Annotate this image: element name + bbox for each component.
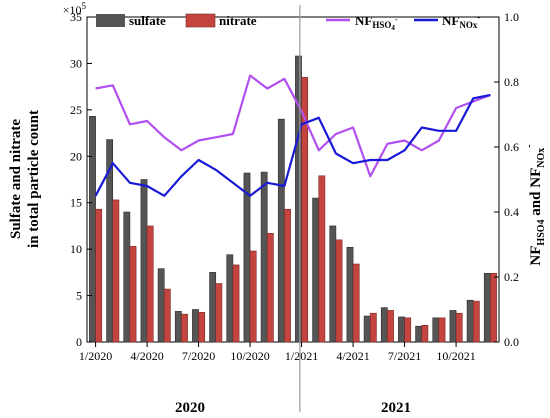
bar-nitrate: [198, 311, 206, 343]
line-nf-nox: [94, 93, 491, 197]
bar-nitrate: [490, 272, 497, 343]
year-labels: 2020 2021: [175, 400, 411, 416]
bar-sulfate: [312, 197, 320, 343]
left-tick-label: 30: [70, 56, 82, 70]
bar-sulfate: [243, 172, 251, 343]
bar-sulfate: [260, 171, 268, 343]
bar-nitrate: [387, 310, 394, 343]
bar-nitrate: [181, 313, 188, 343]
bar-sulfate: [398, 316, 405, 343]
x-tick-label: 7/2020: [182, 349, 215, 363]
left-tick-label: 10: [70, 242, 82, 256]
right-tick-label: 0.8: [504, 75, 519, 89]
bar-sulfate: [380, 307, 388, 343]
bar-nitrate: [352, 263, 360, 343]
bar-nitrate: [129, 246, 137, 343]
x-tick-label: 10/2020: [230, 349, 269, 363]
left-tick-label: 0: [76, 335, 82, 349]
legend-label-sulfate: sulfate: [129, 13, 166, 28]
right-tick-label: 1.0: [504, 10, 519, 24]
bar-sulfate: [449, 310, 457, 343]
right-tick-label: 0.2: [504, 270, 519, 284]
legend-label-nf-nox: NFNOx-: [442, 13, 480, 30]
bar-sulfate: [483, 272, 491, 343]
bar-sulfate: [174, 311, 182, 343]
bar-nitrate: [112, 199, 120, 343]
left-axis-title: Sulfate and nitrate: [8, 119, 24, 239]
right-axis-ticks: 0.0 0.2 0.4 0.6 0.8 1.0: [494, 10, 519, 349]
bar-sulfate: [157, 268, 165, 343]
legend: sulfate nitrate NFHSO4- NFNOx-: [96, 13, 480, 32]
x-tick-label: 4/2020: [130, 349, 163, 363]
bar-nitrate: [335, 239, 343, 343]
left-axis-title-line2: in total particle count: [26, 110, 42, 248]
bar-nitrate: [301, 77, 309, 343]
bar-sulfate: [226, 254, 234, 343]
x-tick-label: 1/2020: [79, 349, 112, 363]
left-tick-label: 5: [76, 289, 82, 303]
bar-nitrate: [266, 233, 274, 343]
bar-nitrate: [472, 300, 480, 343]
year-label: 2021: [381, 400, 411, 416]
bar-nitrate: [146, 225, 154, 343]
bar-nitrate: [232, 264, 240, 343]
bar-nitrate: [369, 312, 377, 343]
bar-sulfate: [466, 299, 474, 343]
bar-sulfate: [277, 118, 285, 343]
right-tick-label: 0.4: [504, 205, 519, 219]
bar-nitrate: [438, 317, 446, 343]
bar-nitrate: [249, 250, 257, 343]
x-axis-ticks: 1/2020 4/2020 7/2020 10/2020 1/2021 4/2021 7/2…: [79, 342, 476, 363]
plot-frame: [86, 16, 500, 343]
line-nf-hso4: [95, 74, 491, 178]
bar-sulfate: [346, 246, 354, 343]
left-tick-label: 35: [70, 10, 82, 24]
left-axis-ticks: 0 5 10 15 20 25 30 35: [70, 10, 92, 349]
bar-nitrate: [421, 324, 429, 343]
lines-layer: [94, 74, 491, 197]
bar-nitrate: [455, 312, 463, 343]
x-tick-label: 7/2021: [388, 349, 421, 363]
legend-label-nitrate: nitrate: [219, 13, 257, 28]
bar-nitrate: [95, 208, 103, 343]
bar-nitrate: [318, 175, 326, 343]
x-tick-label: 1/2021: [285, 349, 318, 363]
left-tick-label: 20: [70, 149, 82, 163]
right-axis-title: NFHSO4 and NFNOx-: [524, 144, 547, 265]
bar-nitrate: [163, 288, 171, 343]
bar-sulfate: [415, 325, 423, 343]
left-tick-label: 25: [70, 103, 82, 117]
left-axis-exponent: ×105: [63, 1, 87, 17]
bar-sulfate: [209, 272, 217, 343]
bar-sulfate: [363, 315, 371, 343]
left-tick-label: 15: [70, 196, 82, 210]
x-tick-label: 10/2021: [436, 349, 475, 363]
bar-nitrate: [404, 317, 412, 343]
bars-layer: [89, 55, 497, 343]
x-tick-label: 4/2021: [336, 349, 369, 363]
legend-swatch-sulfate: [96, 14, 125, 27]
bar-sulfate: [123, 211, 131, 343]
bar-sulfate: [140, 179, 148, 343]
right-tick-label: 0.0: [504, 335, 519, 349]
legend-label-nf-hso4: NFHSO4-: [355, 13, 398, 32]
legend-swatch-nitrate: [185, 13, 216, 28]
year-label: 2020: [175, 400, 205, 416]
bar-nitrate: [215, 283, 223, 343]
bar-nitrate: [284, 208, 291, 343]
bar-sulfate: [295, 55, 302, 343]
bar-sulfate: [432, 317, 440, 343]
bar-sulfate: [329, 225, 337, 343]
bar-sulfate: [89, 116, 96, 343]
right-tick-label: 0.6: [504, 140, 519, 154]
bar-sulfate: [192, 309, 199, 343]
